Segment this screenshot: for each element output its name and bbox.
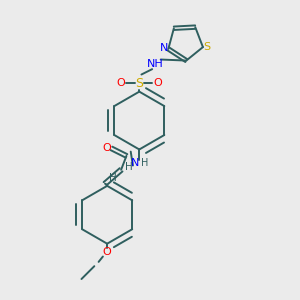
Text: N: N [160,43,168,53]
Text: S: S [135,76,143,90]
Text: H: H [125,162,133,172]
Text: H: H [109,173,116,183]
Text: N: N [131,158,139,168]
Text: NH: NH [147,59,164,69]
Text: O: O [117,78,125,88]
Text: S: S [204,42,211,52]
Text: O: O [153,78,162,88]
Text: H: H [141,158,148,168]
Text: O: O [103,247,112,257]
Text: O: O [103,143,112,153]
